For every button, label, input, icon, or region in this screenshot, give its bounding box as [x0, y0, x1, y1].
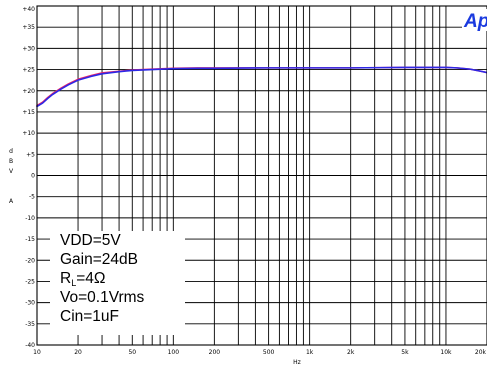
x-tick-label: 100: [168, 349, 180, 356]
x-axis-title: Hz: [293, 359, 301, 366]
y-axis-title-letter: V: [9, 168, 14, 175]
y-tick-label: +5: [26, 151, 35, 158]
x-tick-label: 500: [263, 349, 275, 356]
y-axis-title-letter: B: [9, 158, 13, 165]
annotation-vdd: VDD=5V: [60, 232, 121, 249]
x-tick-label: 10: [33, 349, 41, 356]
y-tick-label: -25: [25, 278, 35, 285]
plot-frame: [36, 5, 487, 346]
brand-logo: Ap: [463, 11, 487, 32]
x-tick-label: 200: [209, 349, 221, 356]
brand-mark-background: [462, 9, 487, 31]
grid: [36, 5, 487, 346]
annotation-box: [50, 231, 185, 335]
y-tick-label: -40: [25, 342, 35, 349]
y-tick-label: +20: [22, 88, 35, 95]
y-tick-label: -30: [25, 300, 35, 307]
x-tick-label: 20: [74, 349, 82, 356]
x-tick-label: 5k: [401, 349, 409, 356]
annotation-gain: Gain=24dB: [60, 251, 138, 268]
x-tick-label: 10k: [440, 349, 452, 356]
y-axis-title-letter: A: [9, 198, 14, 205]
annotation-cin: Cin=1uF: [60, 308, 119, 325]
y-axis-title-letter: d: [9, 148, 13, 155]
y-tick-label: +15: [22, 109, 35, 116]
y-tick-label: -15: [25, 236, 35, 243]
annotation-vo: Vo=0.1Vrms: [60, 289, 145, 306]
series-group: [36, 66, 487, 108]
x-tick-label: 20k: [475, 349, 487, 356]
y-tick-label: -10: [25, 215, 35, 222]
tick-labels: 10 20 50 100 200 500 1k 2k 5k 10k 20k +40 +35 +30 +25 +…: [22, 6, 486, 356]
y-tick-label: +40: [22, 6, 35, 13]
series-line-2: [36, 66, 487, 108]
y-axis-title: dBV A: [9, 148, 14, 205]
y-tick-label: +10: [22, 130, 35, 137]
y-tick-label: +30: [22, 45, 35, 52]
x-tick-label: 2k: [347, 349, 355, 356]
annotation-rl: RL=4Ω: [60, 270, 105, 288]
y-tick-label: +25: [22, 67, 35, 74]
x-tick-label: 1k: [306, 349, 314, 356]
y-tick-label: -5: [29, 194, 35, 201]
conditions-annotation: VDD=5V Gain=24dB RL=4Ω Vo=0.1Vrms Cin=1u…: [50, 231, 185, 335]
y-tick-label: +35: [22, 24, 35, 31]
y-tick-label: -20: [25, 257, 35, 264]
y-tick-label: 0: [31, 173, 35, 180]
y-tick-label: -35: [25, 321, 35, 328]
x-tick-label: 50: [128, 349, 136, 356]
